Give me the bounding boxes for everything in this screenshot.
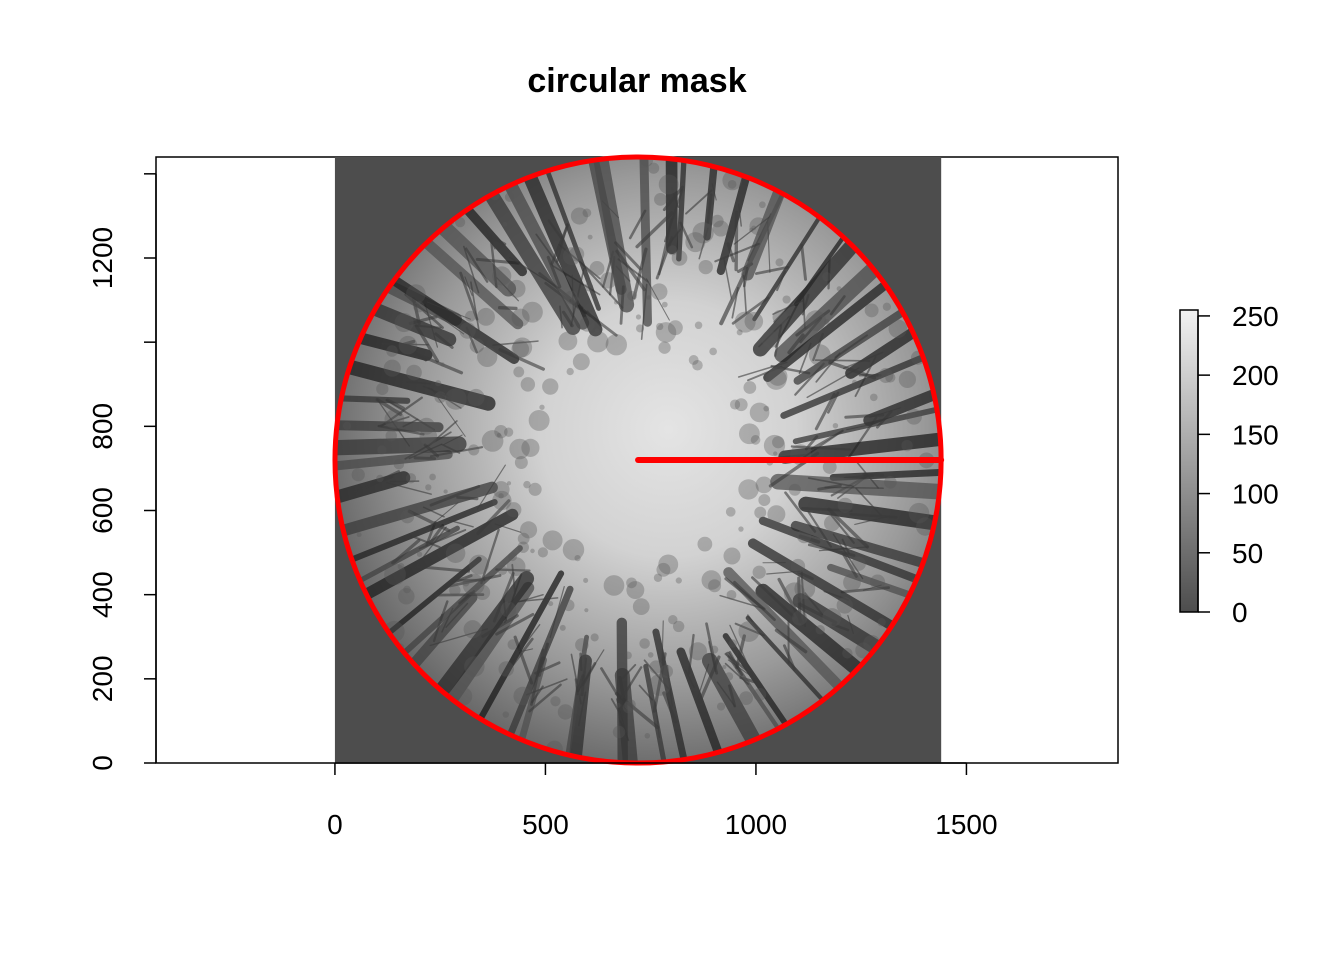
- colorbar: 0 50 100 150 200 250: [1179, 301, 1279, 628]
- colorbar-gradient: [1179, 309, 1199, 613]
- x-tick-label: 1500: [935, 809, 997, 840]
- colorbar-tick-label: 200: [1232, 360, 1279, 391]
- x-tick-label: 500: [522, 809, 569, 840]
- chart-title: circular mask: [527, 62, 746, 100]
- y-tick-label: 800: [87, 403, 118, 450]
- x-tick-label: 1000: [725, 809, 787, 840]
- colorbar-tick-label: 50: [1232, 538, 1263, 569]
- colorbar-tick-label: 100: [1232, 479, 1279, 510]
- y-axis: 0 200 400 600 800 1200: [87, 173, 157, 771]
- y-tick-label: 200: [87, 655, 118, 702]
- x-tick-label: 0: [327, 809, 343, 840]
- y-tick-label: 400: [87, 571, 118, 618]
- x-axis: 0 500 1000 1500: [327, 762, 998, 840]
- colorbar-tick-label: 150: [1232, 419, 1279, 450]
- colorbar-tick-label: 250: [1232, 301, 1279, 332]
- y-tick-label: 0: [87, 755, 118, 771]
- y-tick-label: 600: [87, 487, 118, 534]
- y-tick-label: 1200: [87, 227, 118, 289]
- fisheye-photo: [334, 156, 942, 764]
- colorbar-tick-label: 0: [1232, 597, 1248, 628]
